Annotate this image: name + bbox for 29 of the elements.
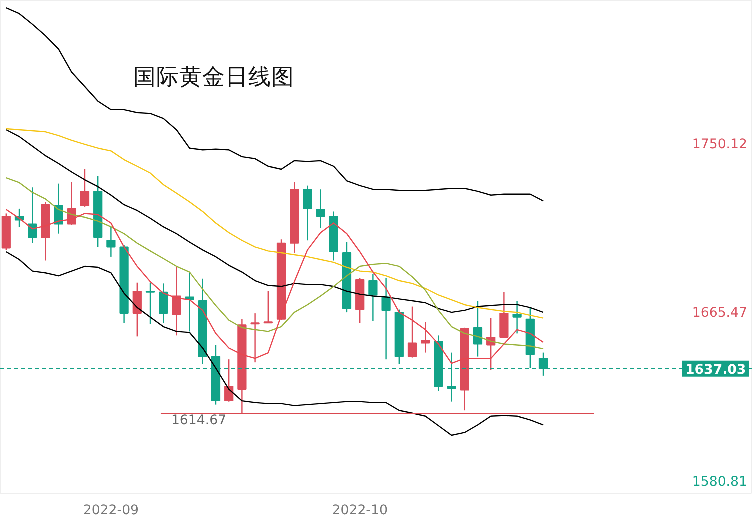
candlestick (408, 306, 418, 358)
line-series (6, 177, 544, 350)
candlestick (185, 272, 194, 332)
candlestick (500, 292, 509, 340)
candlestick (106, 226, 116, 258)
x-tick-label: 2022-10 (332, 504, 388, 517)
candlestick (264, 290, 273, 324)
line-series (6, 251, 544, 436)
candlestick (146, 282, 156, 325)
candlestick (382, 277, 391, 360)
candlestick (421, 322, 430, 354)
candlestick (132, 282, 142, 338)
y-tick-label: 1580.81 (692, 474, 748, 490)
candlestick (80, 168, 90, 208)
candlestick (224, 358, 234, 402)
line-series (6, 7, 544, 202)
x-tick-label: 2022-09 (83, 504, 140, 517)
candlestick (159, 283, 168, 324)
y-tick-label: 1750.12 (692, 138, 748, 153)
ref-line-label: 1614.67 (171, 413, 227, 428)
text: 国际黄金日线图 (134, 64, 294, 90)
candlestick (512, 300, 522, 334)
candlestick (316, 189, 326, 229)
candlestick (303, 185, 312, 242)
candlestick (172, 266, 182, 336)
y-tick-label: 1665.47 (692, 306, 748, 322)
candlestick (473, 300, 483, 358)
ref-line-label: 1637.03 (686, 362, 746, 378)
candlestick (368, 274, 378, 322)
